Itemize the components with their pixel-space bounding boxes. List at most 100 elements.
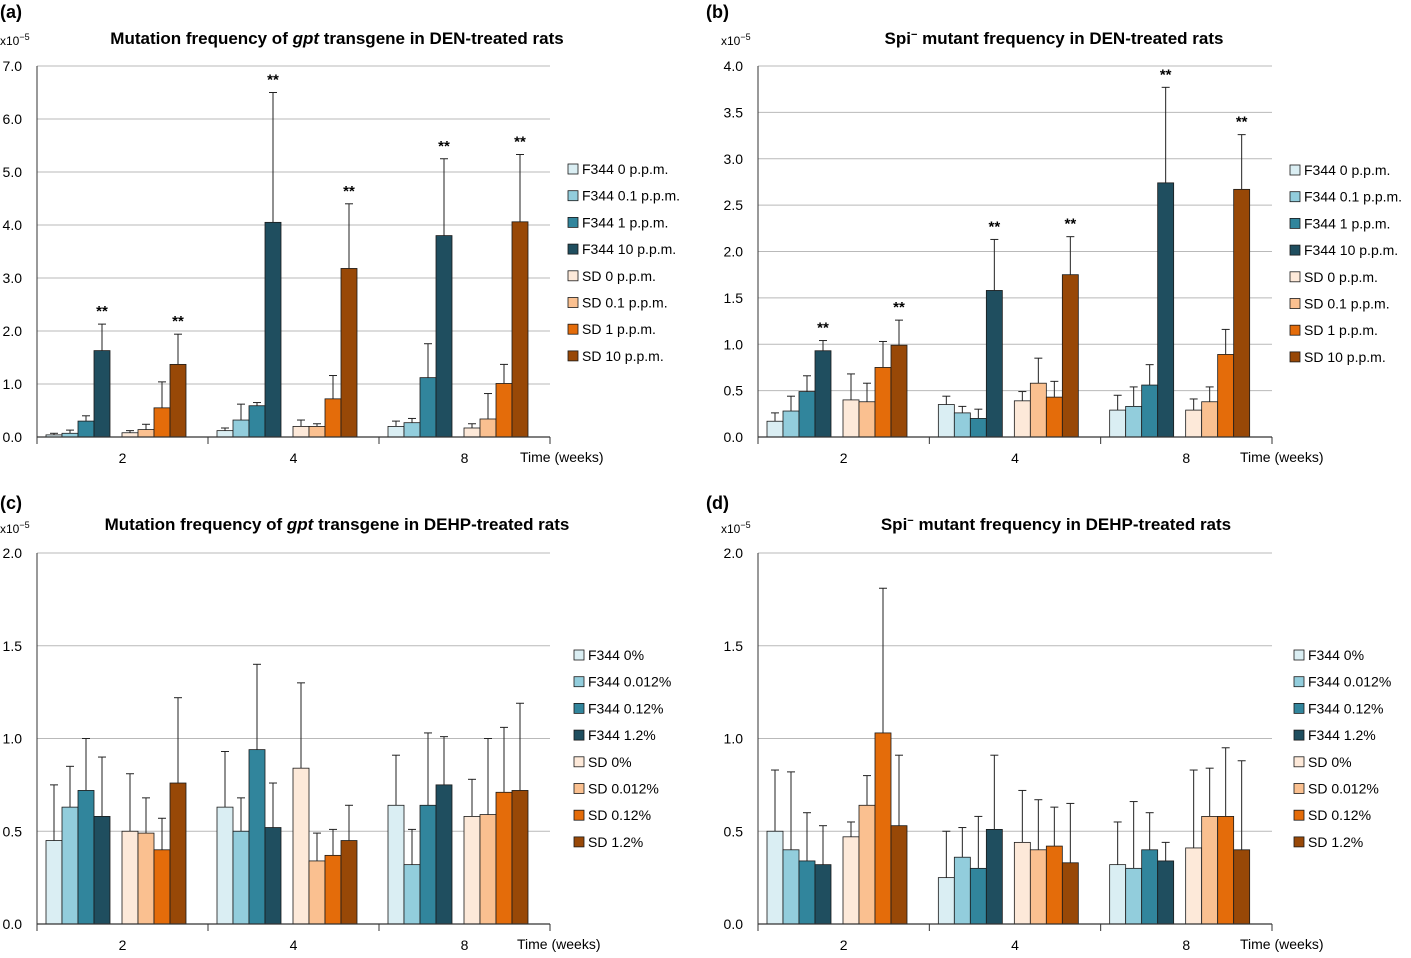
legend-swatch	[1293, 809, 1305, 821]
bar	[969, 418, 987, 438]
y-tick-label: 3.5	[724, 104, 744, 120]
panel-a: (a) Mutation frequency of gpt transgene …	[0, 0, 706, 476]
y-tick-label: 3.0	[724, 151, 744, 167]
y-tick-label: 0.0	[724, 916, 744, 932]
y-tick-label: 0.0	[3, 916, 23, 932]
x-tick-label: 4	[1011, 937, 1019, 953]
chart-title-b: Spi− mutant frequency in DEN-treated rat…	[885, 29, 1224, 48]
legend-label: F344 0.012%	[588, 674, 671, 690]
y-tick-label: 0.5	[724, 383, 744, 399]
bar	[292, 767, 310, 925]
bar	[1013, 400, 1031, 438]
legend-swatch	[567, 270, 579, 282]
bar	[216, 806, 234, 925]
legend-swatch	[1289, 271, 1301, 283]
bar	[324, 854, 342, 925]
bar	[937, 404, 955, 438]
chart-title-a: Mutation frequency of gpt transgene in D…	[110, 29, 563, 48]
significance-mark: **	[893, 299, 905, 316]
chart-a: (a) Mutation frequency of gpt transgene …	[0, 2, 680, 466]
chart-d: (d) Spi− mutant frequency in DEHP-treate…	[706, 493, 1391, 953]
bar	[264, 827, 282, 925]
x-tick-label: 2	[119, 937, 127, 953]
y-tick-label: 0.5	[724, 823, 744, 839]
bar	[1157, 860, 1175, 925]
legend-swatch	[567, 297, 579, 308]
bar	[137, 429, 155, 438]
y-tick-label: 4.0	[724, 58, 744, 74]
significance-mark: **	[1064, 216, 1076, 233]
unit-label-c: x10−5	[0, 520, 30, 536]
bar	[387, 425, 405, 438]
significance-mark: **	[343, 183, 355, 200]
y-tick-label: 7.0	[3, 58, 23, 74]
bar	[1217, 816, 1235, 925]
bar	[93, 350, 111, 438]
bar	[842, 836, 860, 925]
legend-label: F344 10 p.p.m.	[582, 241, 676, 257]
bar	[814, 864, 832, 925]
significance-mark: **	[988, 218, 1000, 235]
legend-label: SD 1.2%	[588, 834, 643, 850]
legend-label: F344 1 p.p.m.	[1304, 215, 1390, 231]
bar	[1061, 862, 1079, 925]
bar	[463, 427, 481, 438]
bar	[814, 350, 832, 438]
bar	[495, 383, 513, 438]
significance-mark: **	[1160, 66, 1172, 83]
bar	[479, 418, 497, 438]
legend-label: SD 0%	[1308, 754, 1352, 770]
chart-b: (b) Spi− mutant frequency in DEN-treated…	[706, 2, 1402, 466]
y-tick-label: 1.0	[724, 731, 744, 747]
bar	[324, 398, 342, 438]
bar	[766, 830, 784, 925]
x-tick-label: 8	[461, 937, 469, 953]
legend-label: SD 0%	[588, 754, 632, 770]
panel-c: (c) Mutation frequency of gpt transgene …	[0, 476, 706, 953]
x-axis-label-d: Time (weeks)	[1240, 936, 1324, 952]
bar	[340, 840, 358, 925]
x-axis-label-a: Time (weeks)	[520, 449, 604, 465]
bar	[340, 268, 358, 438]
legend-swatch	[1289, 217, 1301, 229]
x-tick-label: 8	[461, 450, 469, 466]
significance-mark: **	[514, 134, 526, 151]
bar	[61, 806, 79, 925]
bar	[890, 344, 908, 438]
significance-mark: **	[1236, 114, 1248, 131]
legend-swatch	[1293, 729, 1305, 741]
bar	[419, 804, 437, 925]
legend-swatch	[567, 163, 579, 175]
legend-label: F344 0.1 p.p.m.	[1304, 189, 1402, 205]
legend-swatch	[567, 243, 579, 255]
unit-label-a: x10−5	[0, 32, 30, 48]
x-tick-label: 4	[1011, 450, 1019, 466]
x-tick-label: 8	[1182, 450, 1190, 466]
bar	[782, 849, 800, 925]
y-tick-label: 2.0	[3, 545, 23, 561]
legend-label: F344 1.2%	[1308, 727, 1376, 743]
bar	[511, 790, 529, 925]
y-tick-label: 2.0	[724, 545, 744, 561]
x-tick-label: 4	[290, 937, 298, 953]
legend-label: F344 0%	[588, 647, 644, 663]
significance-mark: **	[438, 138, 450, 155]
legend-swatch	[1293, 649, 1305, 661]
bar	[937, 877, 955, 925]
y-tick-label: 1.5	[724, 638, 744, 654]
legend-swatch	[573, 809, 585, 821]
significance-mark: **	[267, 72, 279, 89]
legend-label: SD 0 p.p.m.	[1304, 269, 1378, 285]
y-tick-label: 1.0	[3, 376, 23, 392]
y-tick-label: 1.0	[724, 336, 744, 352]
legend-swatch	[1289, 164, 1301, 176]
legend-swatch	[573, 836, 585, 848]
bar	[1141, 849, 1159, 925]
bar	[1201, 401, 1219, 438]
bar	[45, 840, 63, 925]
legend-label: SD 0 p.p.m.	[582, 268, 656, 284]
bar	[1109, 864, 1127, 925]
legend-swatch	[1293, 676, 1305, 688]
bar	[232, 830, 250, 925]
bar	[782, 410, 800, 438]
